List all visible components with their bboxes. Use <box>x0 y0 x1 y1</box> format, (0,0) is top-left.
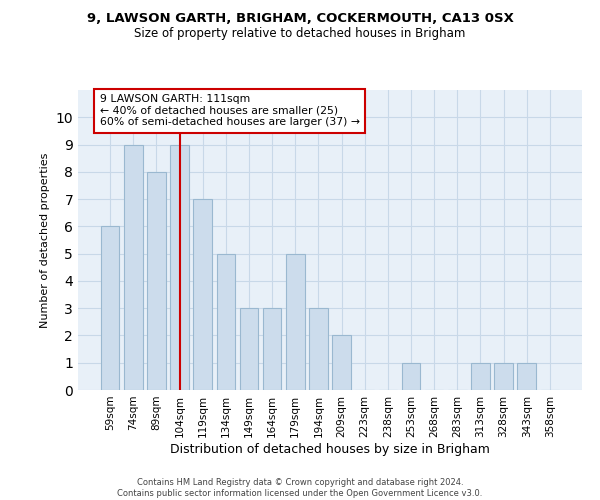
Bar <box>309 308 328 390</box>
Bar <box>124 144 143 390</box>
Bar <box>147 172 166 390</box>
Text: Contains HM Land Registry data © Crown copyright and database right 2024.
Contai: Contains HM Land Registry data © Crown c… <box>118 478 482 498</box>
Bar <box>240 308 258 390</box>
Bar <box>402 362 420 390</box>
Bar <box>193 199 212 390</box>
Bar <box>101 226 119 390</box>
Text: 9, LAWSON GARTH, BRIGHAM, COCKERMOUTH, CA13 0SX: 9, LAWSON GARTH, BRIGHAM, COCKERMOUTH, C… <box>86 12 514 26</box>
Bar <box>471 362 490 390</box>
Bar <box>517 362 536 390</box>
Text: 9 LAWSON GARTH: 111sqm
← 40% of detached houses are smaller (25)
60% of semi-det: 9 LAWSON GARTH: 111sqm ← 40% of detached… <box>100 94 360 128</box>
Text: Size of property relative to detached houses in Brigham: Size of property relative to detached ho… <box>134 28 466 40</box>
Bar <box>494 362 513 390</box>
Bar <box>170 144 189 390</box>
Bar <box>286 254 305 390</box>
Y-axis label: Number of detached properties: Number of detached properties <box>40 152 50 328</box>
Bar <box>263 308 281 390</box>
Bar <box>332 336 351 390</box>
Bar <box>217 254 235 390</box>
X-axis label: Distribution of detached houses by size in Brigham: Distribution of detached houses by size … <box>170 442 490 456</box>
